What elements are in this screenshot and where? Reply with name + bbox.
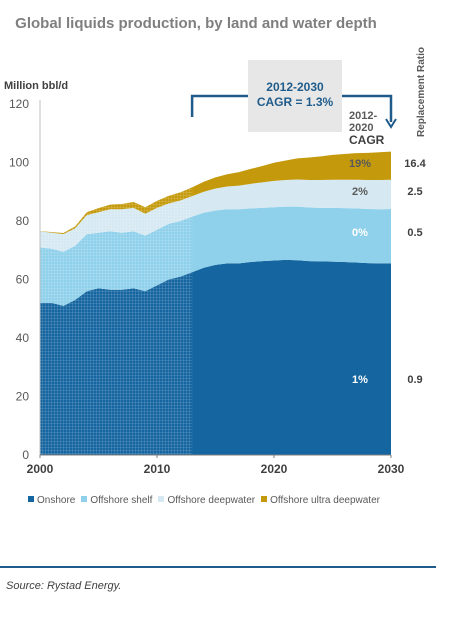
replacement-ratio-label: 0.9 <box>407 373 423 386</box>
area-offshore-ultra-deepwater <box>40 151 391 235</box>
y-tick-label: 20 <box>16 390 30 404</box>
x-tick-label: 2020 <box>261 462 288 476</box>
cagr-box-line-2: CAGR = 1.3% <box>256 95 334 109</box>
chart-title: Global liquids production, by land and w… <box>15 15 377 32</box>
divider <box>0 566 436 568</box>
legend-item: Offshore deepwater <box>158 495 255 506</box>
cagr-header-line-3: CAGR <box>349 133 385 147</box>
legend-label: Offshore shelf <box>90 495 153 506</box>
legend-item: Offshore shelf <box>81 495 152 506</box>
cagr-box-text: 2012-2030 CAGR = 1.3% <box>248 80 342 110</box>
y-tick-label: 120 <box>9 97 29 111</box>
y-tick-label: 0 <box>22 448 29 462</box>
cagr-box-line-1: 2012-2030 <box>266 80 324 94</box>
y-axis-label: Million bbl/d <box>4 80 69 92</box>
legend-label: Offshore deepwater <box>167 495 256 506</box>
y-tick-label: 40 <box>16 331 30 345</box>
replacement-ratio-label: 0.5 <box>407 227 423 240</box>
legend-swatch <box>28 496 34 502</box>
x-tick-label: 2030 <box>378 462 405 476</box>
legend-item: Onshore <box>28 495 75 506</box>
cagr-header-line-2: 2020 <box>349 122 374 134</box>
axes: 0 20 40 60 80 100 120 2000 2010 2020 2030 <box>9 97 405 476</box>
legend-item: Offshore ultra deepwater <box>261 495 380 506</box>
cagr-label: 0% <box>352 227 368 240</box>
replacement-ratio-label: 16.4 <box>404 158 426 171</box>
y-tick-label: 100 <box>9 156 29 170</box>
cagr-label: 19% <box>348 158 372 171</box>
legend: Onshore Offshore shelf Offshore deepwater O… <box>28 495 386 506</box>
replacement-ratio-label: 2.5 <box>407 186 423 199</box>
replacement-ratio-header: Replacement Ratio <box>416 46 427 137</box>
cagr-box <box>248 60 342 132</box>
cagr-header-line-1: 2012- <box>349 110 378 122</box>
source-note: Source: Rystad Energy. <box>6 580 122 592</box>
cagr-label: 2% <box>352 186 368 199</box>
legend-label: Offshore ultra deepwater <box>270 495 380 506</box>
x-tick-label: 2010 <box>144 462 171 476</box>
historical-hatch-overlay <box>40 151 193 455</box>
legend-swatch <box>261 496 268 502</box>
cagr-column-header: 2012- 2020 CAGR <box>349 110 385 146</box>
legend-swatch <box>158 496 165 502</box>
y-tick-label: 60 <box>16 273 30 287</box>
legend-label: Onshore <box>37 495 76 506</box>
cagr-label: 1% <box>352 373 368 386</box>
legend-swatch <box>81 496 88 502</box>
x-tick-label: 2000 <box>27 462 54 476</box>
y-tick-label: 80 <box>16 214 30 228</box>
area-offshore-deepwater <box>40 179 391 252</box>
